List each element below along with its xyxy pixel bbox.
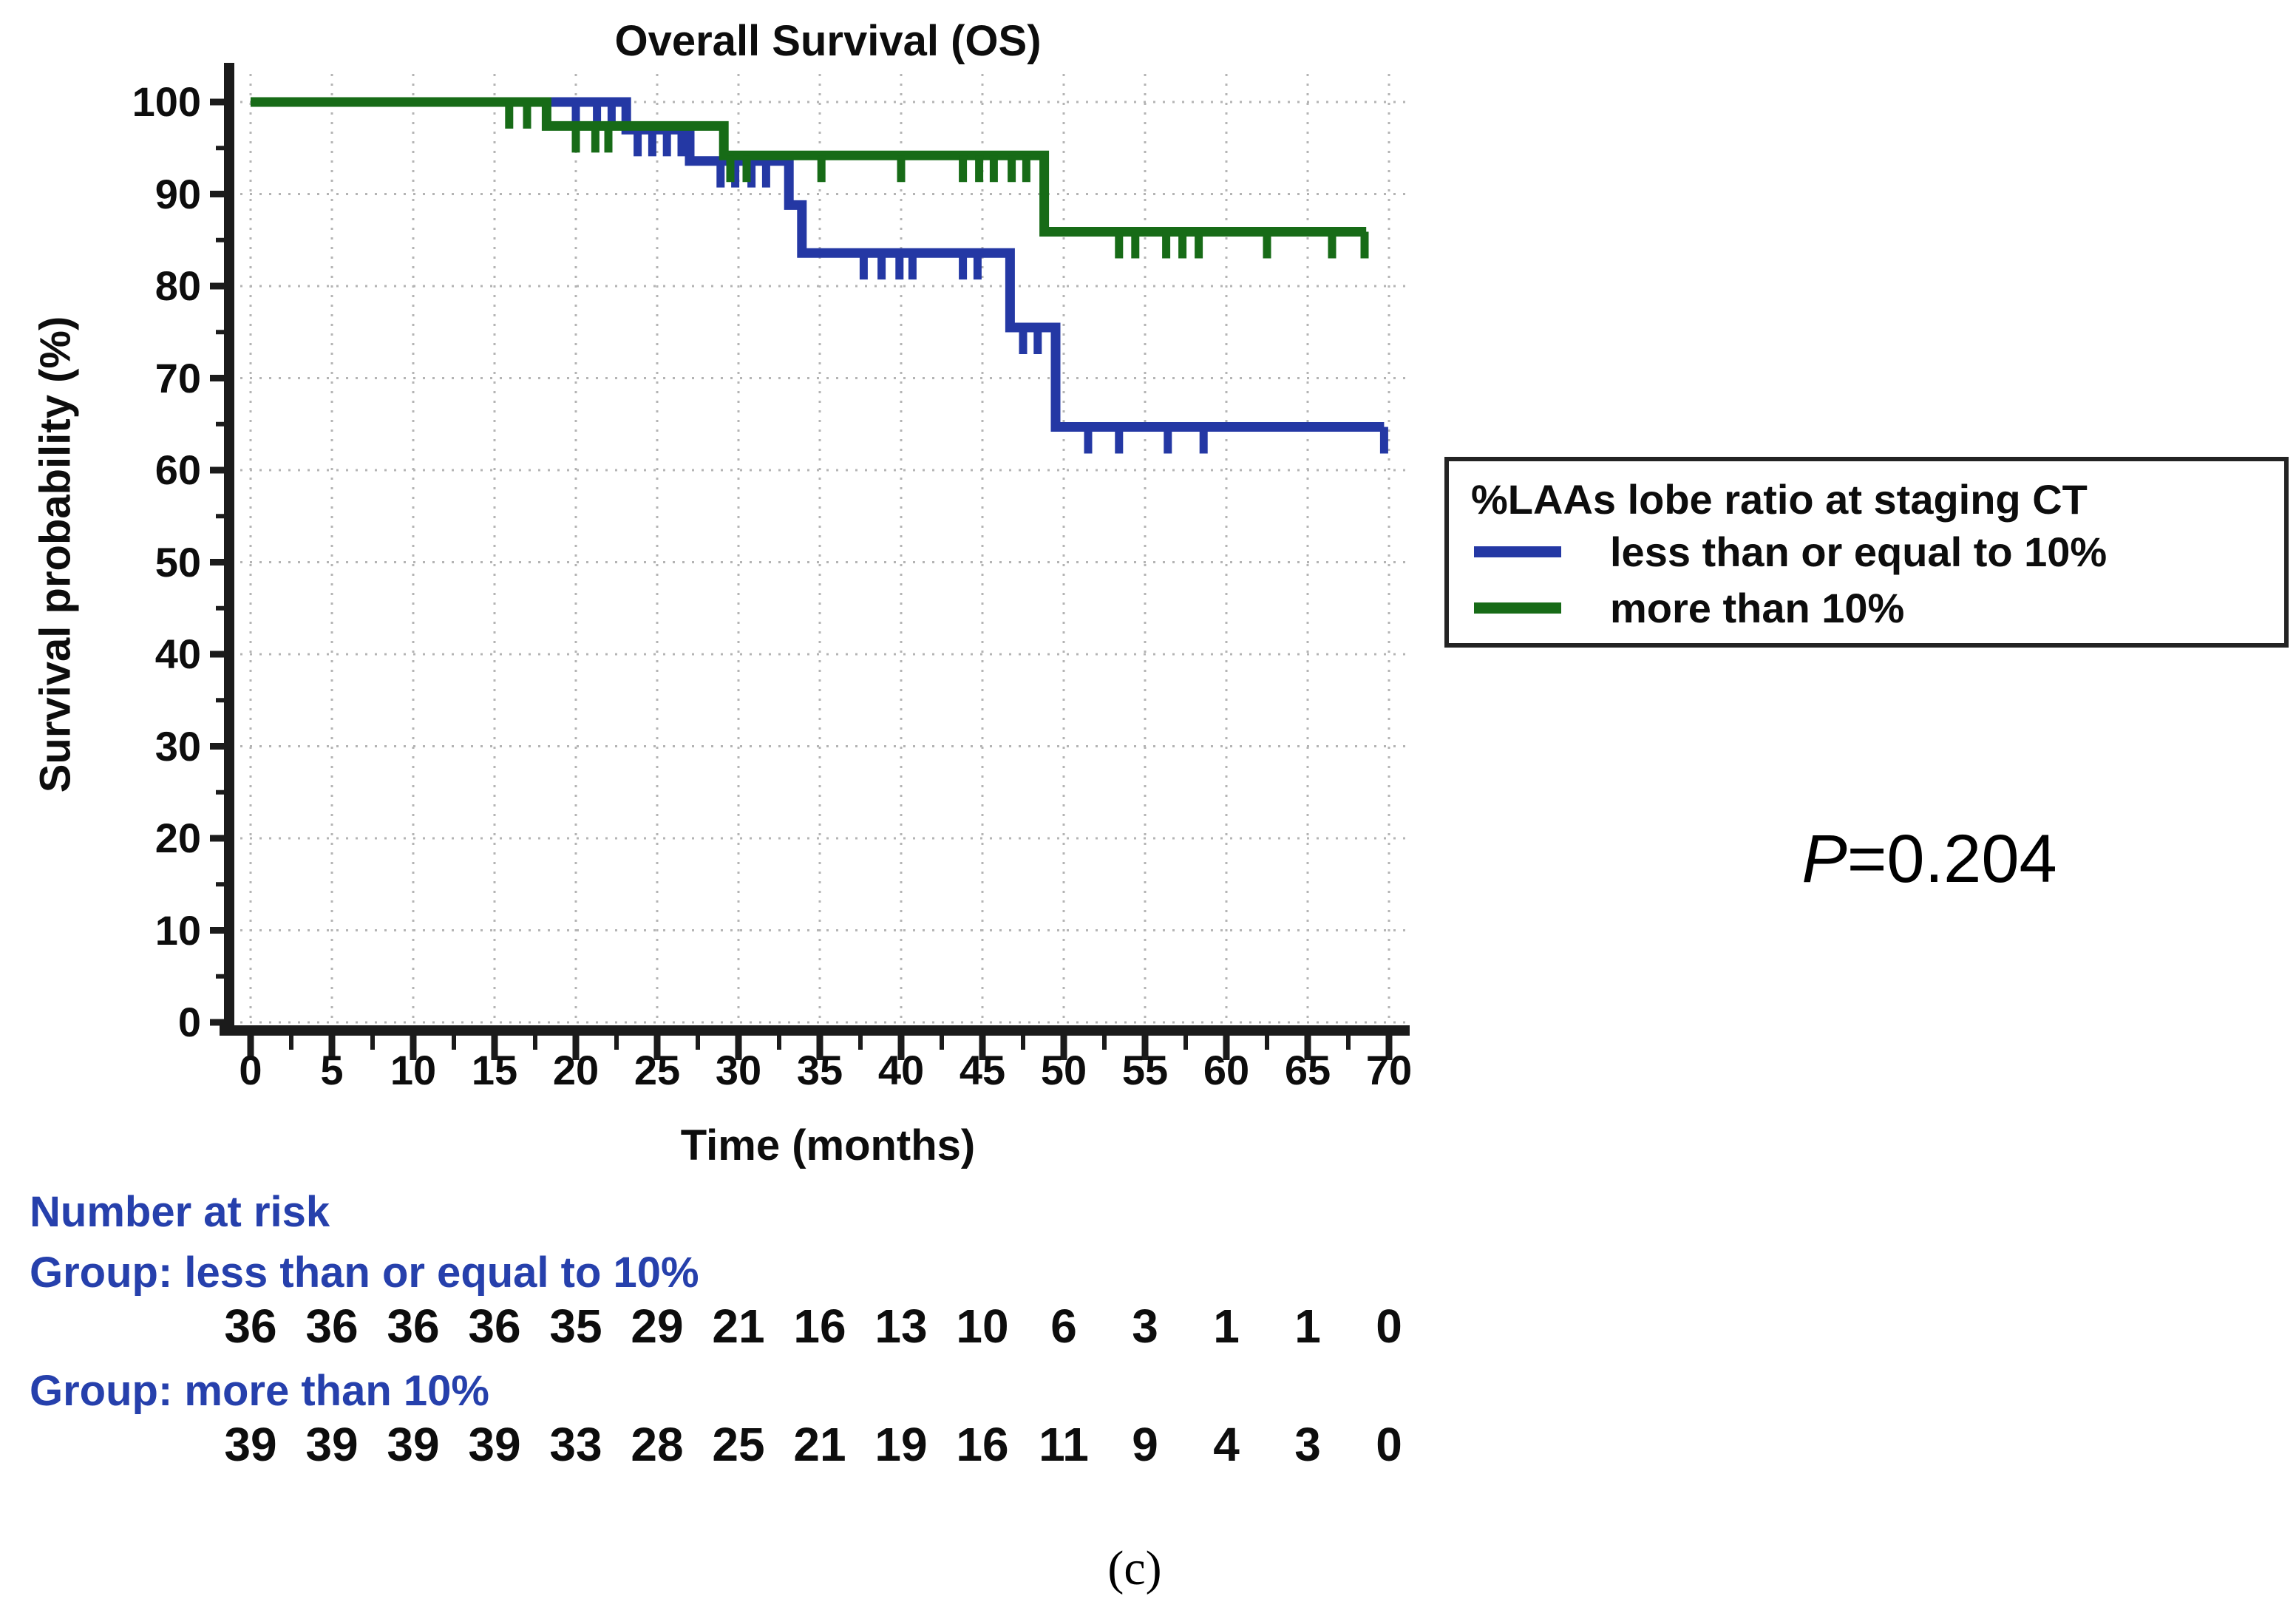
x-tick-label-15: 15 [471, 1047, 518, 1093]
risk-count: 6 [1050, 1300, 1077, 1353]
risk-count: 3 [1294, 1418, 1321, 1471]
legend-entry-label: less than or equal to 10% [1610, 528, 2108, 575]
risk-count: 0 [1376, 1418, 1402, 1471]
x-tick-label-20: 20 [552, 1047, 600, 1093]
km-curve-green [251, 97, 1367, 237]
risk-count: 39 [468, 1418, 521, 1471]
x-tick-label-45: 45 [959, 1047, 1006, 1093]
y-tick-label-10: 10 [154, 906, 201, 954]
x-tick-label-60: 60 [1203, 1047, 1250, 1093]
green-line-swatch-icon [1474, 602, 1561, 614]
p-symbol: P [1801, 821, 1847, 897]
y-tick-label-70: 70 [154, 354, 201, 401]
x-tick-label-5: 5 [320, 1047, 344, 1093]
axes [210, 63, 1410, 1060]
y-tick-label-20: 20 [154, 815, 201, 861]
x-tick-label-35: 35 [796, 1047, 843, 1093]
chart-title: Overall Survival (OS) [614, 17, 1042, 65]
legend: %LAAs lobe ratio at staging CT less than… [1444, 457, 2289, 648]
x-tick-label-70: 70 [1365, 1047, 1413, 1093]
risk-count: 11 [1039, 1418, 1089, 1471]
risk-count: 0 [1376, 1300, 1402, 1353]
p-value: P=0.204 [1722, 821, 2136, 898]
risk-count: 19 [874, 1418, 928, 1471]
risk-count: 33 [549, 1418, 602, 1471]
risk-count: 9 [1132, 1418, 1158, 1471]
risk-group-label-green: Group: more than 10% [30, 1367, 489, 1415]
y-tick-label-80: 80 [154, 262, 201, 309]
y-tick-label-90: 90 [154, 170, 201, 217]
x-tick-label-55: 55 [1121, 1047, 1169, 1093]
legend-title: %LAAs lobe ratio at staging CT [1471, 476, 2088, 523]
legend-entry-label: more than 10% [1610, 584, 1905, 631]
risk-count: 29 [631, 1300, 684, 1353]
risk-count: 21 [712, 1300, 765, 1353]
panel-letter-label: (c) [1107, 1541, 1162, 1595]
legend-entry-green: more than 10% [1471, 580, 2284, 636]
y-tick-label-100: 100 [132, 78, 201, 125]
risk-group-label-blue: Group: less than or equal to 10% [30, 1249, 699, 1297]
risk-count: 36 [305, 1300, 359, 1353]
legend-entry-blue: less than or equal to 10% [1471, 523, 2284, 580]
gridlines [231, 74, 1406, 1026]
x-tick-label-40: 40 [877, 1047, 925, 1093]
p-number: =0.204 [1847, 821, 2057, 897]
risk-count: 36 [387, 1300, 440, 1353]
y-tick-label-50: 50 [154, 538, 201, 585]
x-tick-label-25: 25 [634, 1047, 681, 1093]
x-axis-title: Time (months) [680, 1121, 976, 1169]
risk-count: 16 [956, 1418, 1009, 1471]
risk-count: 1 [1213, 1300, 1240, 1353]
risk-count: 36 [468, 1300, 521, 1353]
risk-count: 3 [1132, 1300, 1158, 1353]
x-tick-label-50: 50 [1040, 1047, 1087, 1093]
x-tick-label-0: 0 [239, 1047, 262, 1093]
risk-count: 16 [793, 1300, 846, 1353]
risk-count: 39 [224, 1418, 277, 1471]
x-tick-label-65: 65 [1284, 1047, 1331, 1093]
y-tick-label-0: 0 [177, 999, 201, 1045]
risk-count: 35 [549, 1300, 602, 1353]
y-tick-label-30: 30 [154, 722, 201, 770]
risk-table-header: Number at risk [30, 1188, 330, 1236]
risk-count: 39 [387, 1418, 440, 1471]
risk-count: 10 [956, 1300, 1009, 1353]
x-tick-label-10: 10 [390, 1047, 437, 1093]
x-tick-label-30: 30 [715, 1047, 762, 1093]
survival-curves [251, 97, 1388, 454]
y-tick-label-40: 40 [154, 631, 201, 677]
y-axis-title: Survival probability (%) [31, 316, 80, 793]
risk-count: 25 [712, 1418, 765, 1471]
risk-count: 39 [305, 1418, 359, 1471]
risk-count: 13 [874, 1300, 928, 1353]
risk-count: 21 [793, 1418, 846, 1471]
risk-count: 28 [631, 1418, 684, 1471]
blue-line-swatch-icon [1474, 546, 1561, 557]
risk-count: 36 [224, 1300, 277, 1353]
y-tick-label-60: 60 [154, 446, 201, 493]
risk-count: 4 [1213, 1418, 1240, 1471]
risk-count: 1 [1294, 1300, 1321, 1353]
